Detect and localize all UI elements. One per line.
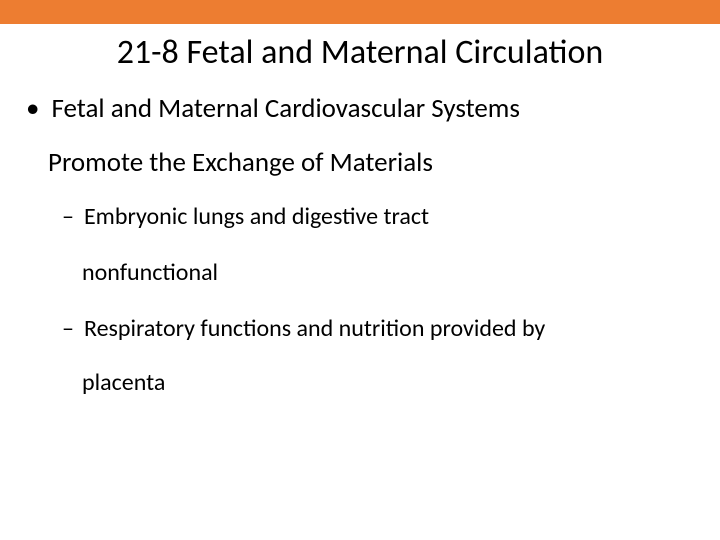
bullet-level2-text: Embryonic lungs and digestive tract	[84, 202, 429, 231]
bullet-level2-line3: – Embryonic lungs and digestive tract	[62, 202, 429, 231]
bullet-dash-icon: –	[62, 314, 74, 343]
bullet-level1-text: Fetal and Maternal Cardiovascular System…	[51, 92, 519, 125]
slide-title: 21-8 Fetal and Maternal Circulation	[0, 32, 720, 73]
bullet-dot-icon: •	[26, 92, 39, 125]
bullet-level2-text: nonfunctional	[82, 258, 218, 287]
top-orange-bar	[0, 0, 720, 24]
bullet-level1-line1: • Fetal and Maternal Cardiovascular Syst…	[26, 92, 520, 125]
bullet-level2-line6: placenta	[82, 368, 165, 397]
bullet-level2-line4: nonfunctional	[82, 258, 218, 287]
bullet-level2-text: Respiratory functions and nutrition prov…	[84, 314, 545, 343]
slide: { "top_bar": { "height_px": 24, "color":…	[0, 0, 720, 540]
bullet-level1-text: Promote the Exchange of Materials	[48, 146, 433, 179]
bullet-level2-line5: – Respiratory functions and nutrition pr…	[62, 314, 545, 343]
bullet-level1-line2: Promote the Exchange of Materials	[48, 146, 433, 179]
bullet-level2-text: placenta	[82, 368, 165, 397]
bullet-dash-icon: –	[62, 202, 74, 231]
